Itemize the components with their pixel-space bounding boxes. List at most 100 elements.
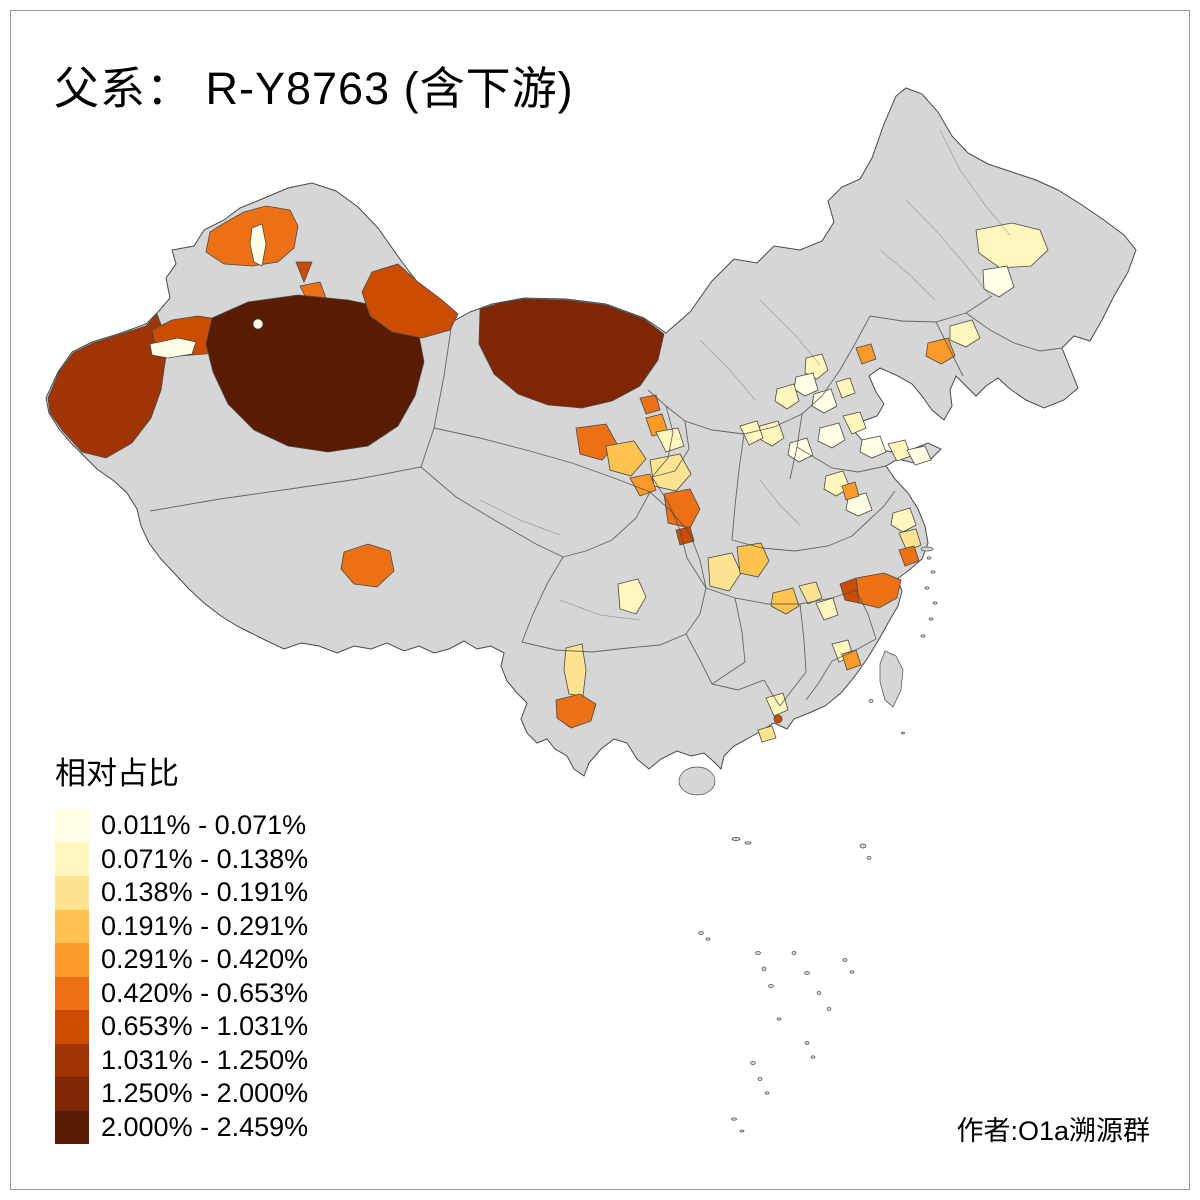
legend-swatch (55, 909, 89, 943)
map-region (804, 353, 829, 380)
island (866, 856, 872, 860)
legend-label: 0.653% - 1.031% (101, 1011, 309, 1042)
province-border-line (711, 597, 746, 685)
province-border-line (779, 603, 807, 707)
prefecture-border-line (559, 599, 641, 621)
map-region (774, 383, 800, 410)
island (842, 958, 848, 962)
legend-row: 0.191% - 0.291% (55, 909, 308, 943)
legend-row: 0.420% - 0.653% (55, 976, 308, 1010)
legend-row: 0.138% - 0.191% (55, 876, 308, 910)
prefecture-border-line (879, 249, 936, 301)
map-region (663, 488, 701, 529)
map-region (205, 294, 425, 453)
province-border-line (805, 589, 877, 701)
province-border-line (851, 490, 896, 537)
island (764, 1091, 770, 1095)
island (920, 546, 934, 552)
legend-swatch (55, 1077, 89, 1111)
map-region (975, 222, 1049, 269)
map-region (736, 542, 770, 578)
map-region (787, 437, 814, 463)
island (932, 601, 938, 605)
island (926, 556, 932, 560)
map-region (478, 298, 665, 409)
colored-regions (47, 205, 1049, 743)
province-border-line (149, 321, 453, 512)
legend-swatch (55, 876, 89, 910)
legend: 相对占比 0.011% - 0.071% 0.071% - 0.138% 0.1… (55, 748, 308, 1144)
island (804, 1041, 810, 1045)
map-region (982, 265, 1015, 298)
province-border-line (562, 491, 651, 558)
island (826, 1007, 832, 1011)
province-border-line (433, 427, 651, 493)
map-title: 父系： R-Y8763 (含下游) (54, 63, 574, 114)
legend-swatch (55, 1043, 89, 1077)
province-border-line (763, 679, 781, 707)
island (810, 1055, 816, 1059)
map-region (629, 473, 657, 497)
legend-label: 0.138% - 0.191% (101, 877, 309, 908)
island (901, 731, 905, 735)
prefecture-border-line (905, 199, 991, 297)
province-border-line (796, 446, 887, 473)
map-region (798, 581, 823, 605)
prefecture-border-line (759, 299, 821, 366)
legend-row: 0.653% - 1.031% (55, 1010, 308, 1044)
map-region (765, 692, 789, 717)
island (930, 570, 936, 574)
hainan-island (678, 766, 716, 796)
map-region (655, 427, 685, 453)
map-region (555, 693, 597, 729)
island (750, 1061, 756, 1065)
province-border-line (731, 433, 745, 541)
map-region (842, 411, 867, 435)
map-region (855, 343, 877, 365)
island (849, 970, 855, 974)
province-border-line (705, 587, 857, 605)
island (816, 991, 822, 995)
map-region (949, 319, 981, 348)
sea-islands (678, 546, 938, 1133)
map-region (249, 223, 267, 267)
map-region (845, 492, 873, 517)
taiwan-island (879, 650, 904, 708)
island (768, 984, 774, 988)
prefecture-border-line (699, 339, 756, 401)
author-credit: 作者:O1a溯源群 (956, 1116, 1150, 1146)
map-region (252, 318, 264, 330)
prefecture-border-line (479, 499, 561, 536)
map-region (817, 422, 846, 449)
legend-swatch (55, 1010, 89, 1044)
province-borders (149, 295, 1063, 707)
legend-swatch (55, 1110, 89, 1144)
map-region (617, 578, 647, 615)
province-border-line (686, 557, 707, 589)
map-region (841, 481, 860, 501)
island (761, 966, 767, 972)
legend-swatch (55, 842, 89, 876)
map-region (361, 263, 459, 339)
province-border-line (649, 491, 707, 589)
map-region (340, 543, 395, 588)
province-border-line (521, 556, 564, 643)
map-region (639, 394, 661, 415)
prefecture-border-line (939, 129, 1011, 236)
map-region (295, 261, 313, 284)
island (731, 837, 741, 841)
prefecture-border-hints (479, 129, 1011, 621)
province-border-line (685, 633, 765, 691)
map-region (757, 725, 777, 743)
legend-label: 1.250% - 2.000% (101, 1078, 309, 1109)
legend-row: 0.011% - 0.071% (55, 809, 308, 843)
island (791, 951, 797, 955)
map-region (906, 445, 932, 466)
island (804, 971, 810, 975)
island (868, 699, 874, 703)
map-region (841, 649, 862, 671)
map-region (898, 528, 922, 552)
map-region (835, 377, 856, 399)
